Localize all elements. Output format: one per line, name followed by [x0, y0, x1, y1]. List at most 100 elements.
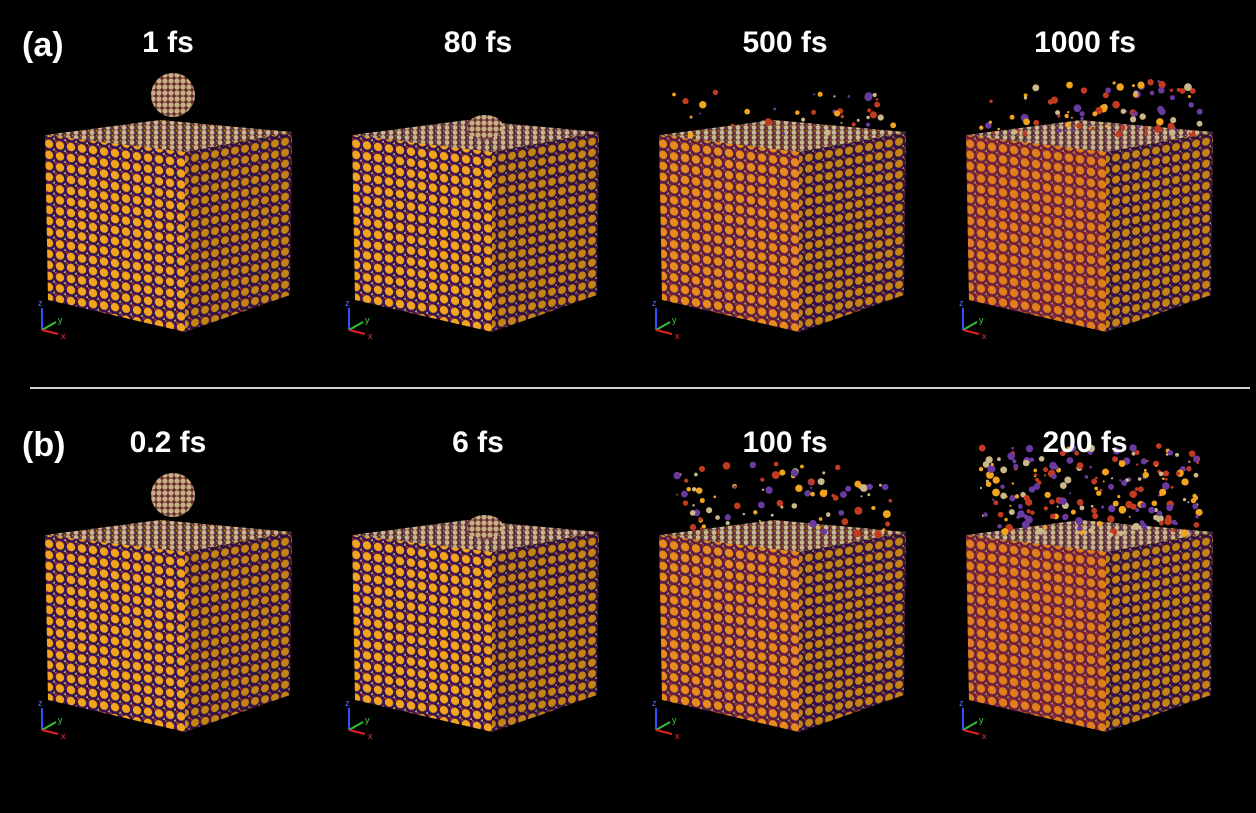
ejected-atom: [1007, 452, 1016, 460]
axis-y-label: y: [365, 315, 370, 325]
ejected-atom: [733, 502, 741, 510]
ejected-atom: [847, 95, 851, 98]
ejected-atom: [1059, 482, 1067, 489]
axis-x-label: x: [982, 731, 987, 741]
axis-z-label: z: [345, 298, 350, 308]
ejected-atom: [1014, 494, 1020, 499]
ejected-atom: [1087, 444, 1095, 453]
snapshot: z yx: [652, 89, 906, 341]
axis-triad: z yx: [345, 698, 373, 741]
ejected-atom: [1084, 475, 1089, 479]
ejected-atom: [1033, 483, 1041, 490]
axis-y-label: y: [58, 715, 63, 725]
ejected-atom: [695, 487, 703, 494]
ejected-atom: [1175, 452, 1179, 457]
ejected-atom: [1020, 491, 1026, 498]
ejected-atom: [1144, 131, 1149, 136]
ejected-atom: [1164, 517, 1173, 526]
ejected-atom: [1187, 501, 1190, 504]
ejected-atom: [1134, 487, 1139, 491]
cube-top-face: [966, 120, 1213, 152]
ejected-atom: [997, 457, 1001, 462]
ejected-atom: [1161, 482, 1170, 490]
ejected-atom: [1023, 118, 1030, 126]
ejected-atom: [1159, 488, 1167, 496]
ejected-atom: [993, 500, 999, 506]
ejected-atom: [1043, 474, 1047, 477]
ejected-atom: [1157, 105, 1164, 113]
ejected-atom: [871, 130, 877, 135]
ejected-atom: [1049, 513, 1056, 520]
ejected-atom: [882, 510, 891, 519]
ejected-atom: [1188, 460, 1191, 463]
axis-z-label: z: [959, 698, 964, 708]
frame-time: 500 fs: [742, 26, 827, 59]
ejected-atom: [1076, 499, 1084, 506]
ejected-atom: [825, 512, 831, 517]
cube-top-face: [659, 120, 906, 152]
cube-right-shade: [799, 532, 906, 732]
ejected-atom: [765, 486, 773, 494]
ejected-atom: [1089, 465, 1092, 469]
axis-x-label: x: [368, 331, 373, 341]
ejected-atom: [988, 120, 992, 124]
ejected-atom: [819, 489, 828, 498]
ejected-atom: [1005, 495, 1008, 498]
ejected-atom: [1165, 453, 1169, 456]
cube-top-face: [659, 520, 906, 552]
ejected-atom: [833, 110, 841, 117]
ejected-atom: [1004, 517, 1008, 522]
ejected-atom: [1012, 459, 1017, 464]
ejected-atom: [822, 471, 826, 475]
ejected-atom: [744, 108, 751, 115]
ejected-atom: [1080, 116, 1084, 121]
ejected-atom: [1066, 446, 1071, 451]
ejected-atom: [770, 513, 774, 517]
ejected-atom: [1188, 530, 1192, 533]
ejected-atom: [1016, 128, 1021, 133]
axis-triad: z yx: [652, 298, 680, 341]
ejected-atom: [1000, 466, 1008, 474]
disorder-overlay: [659, 135, 799, 332]
ejected-atom: [742, 512, 746, 516]
ejected-atom: [1105, 87, 1111, 94]
ejected-atom: [1179, 88, 1186, 94]
ejected-atom: [780, 505, 784, 509]
ejected-atom: [1118, 530, 1124, 537]
ejected-atom: [1011, 482, 1015, 485]
ejected-atom: [779, 469, 786, 476]
ejected-atom: [689, 115, 693, 119]
ejected-atom: [867, 493, 871, 497]
ejected-atom: [1187, 94, 1191, 99]
ejected-atom: [1013, 463, 1019, 469]
ejected-atom: [1156, 124, 1159, 127]
ejected-atom: [1069, 492, 1072, 495]
ejected-atom: [758, 519, 761, 522]
ejected-atom: [1066, 81, 1073, 89]
axis-triad: z yx: [959, 298, 987, 341]
ejected-atom: [1000, 484, 1005, 489]
ejected-atom: [1033, 119, 1040, 126]
ejected-atom: [1059, 450, 1066, 457]
ejected-atom: [1137, 477, 1142, 481]
ejected-atom: [1056, 505, 1059, 508]
ejected-atom: [1025, 444, 1034, 453]
axis-triad: z yx: [652, 698, 680, 741]
ejected-atom: [1136, 463, 1139, 466]
ejected-atom: [1155, 443, 1162, 449]
ejected-atom: [733, 485, 737, 489]
ejected-atom: [1195, 508, 1203, 516]
cube-left-face: [966, 535, 1106, 732]
axis-x-label: x: [675, 731, 680, 741]
ejected-atom: [1196, 108, 1203, 115]
ejected-atom: [698, 516, 703, 522]
ejected-atom: [1158, 471, 1164, 477]
ejected-atom: [1120, 108, 1126, 114]
ejected-atom: [841, 518, 849, 526]
axis-x: [962, 329, 980, 335]
axis-y: [41, 321, 57, 331]
ejected-atom: [782, 132, 785, 135]
ejected-atom: [840, 114, 845, 119]
ejected-atom: [1133, 90, 1138, 95]
ejected-atom: [761, 488, 765, 491]
